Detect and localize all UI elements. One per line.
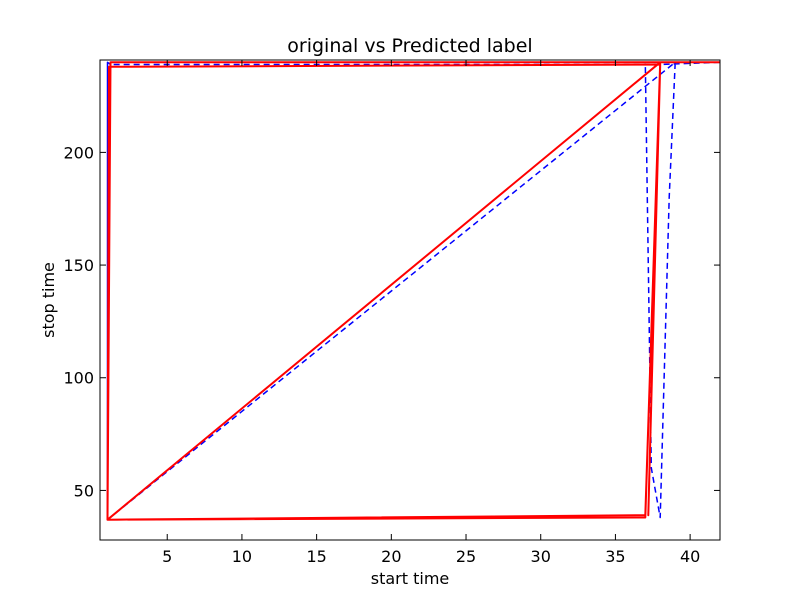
x-tick-label: 15 bbox=[306, 547, 326, 566]
x-tick-label: 5 bbox=[162, 547, 172, 566]
y-tick-label: 200 bbox=[63, 143, 94, 162]
series-layer bbox=[106, 61, 721, 521]
y-tick-label: 150 bbox=[63, 256, 94, 275]
x-tick-label: 30 bbox=[531, 547, 551, 566]
chart-title: original vs Predicted label bbox=[287, 35, 532, 57]
x-tick-label: 25 bbox=[456, 547, 476, 566]
y-tick-label: 50 bbox=[74, 481, 94, 500]
tick-layer: 5 10 15 20 25 30 35 40 50 100 150 200 bbox=[63, 60, 720, 566]
x-tick-label: 10 bbox=[232, 547, 252, 566]
x-tick-label: 35 bbox=[605, 547, 625, 566]
x-tick-label: 40 bbox=[680, 547, 700, 566]
plot-area bbox=[100, 60, 720, 540]
x-axis-title: start time bbox=[371, 569, 450, 588]
y-axis-title: stop time bbox=[39, 262, 58, 338]
plot-frame bbox=[99, 59, 721, 541]
x-tick-label: 20 bbox=[381, 547, 401, 566]
y-tick-label: 100 bbox=[63, 369, 94, 388]
series-line-predicted bbox=[106, 61, 720, 521]
